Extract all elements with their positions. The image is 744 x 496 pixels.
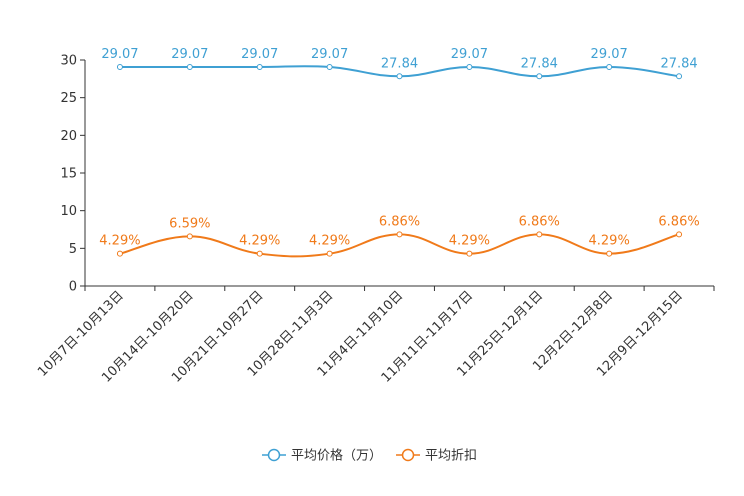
data-label: 6.86% [379, 214, 420, 229]
data-point[interactable] [256, 64, 263, 71]
data-label: 6.86% [519, 214, 560, 229]
data-label: 4.29% [239, 234, 280, 249]
data-point[interactable] [676, 73, 683, 80]
data-label: 27.84 [521, 56, 558, 71]
y-tick-label: 0 [69, 280, 77, 295]
y-tick-label: 25 [60, 91, 77, 106]
data-point[interactable] [676, 231, 683, 238]
data-point[interactable] [396, 73, 403, 80]
data-point[interactable] [326, 250, 333, 257]
data-point[interactable] [256, 250, 263, 257]
series-1: 29.07 29.07 29.07 29.07 27.84 29.07 27.84 29.07… [101, 47, 698, 80]
data-label: 4.29% [449, 234, 490, 249]
legend-item-2[interactable]: 平均折扣 [396, 449, 477, 464]
legend-circle-icon [267, 448, 281, 462]
data-point[interactable] [466, 250, 473, 257]
legend-item-1[interactable]: 平均价格（万） [262, 448, 382, 464]
data-point[interactable] [536, 73, 543, 80]
y-tick-label: 30 [60, 54, 77, 69]
legend-label: 平均折扣 [425, 449, 477, 464]
data-label: 4.29% [309, 234, 350, 249]
axes: 05101520253010月7日-10月13日10月14日-10月20日10月… [35, 54, 715, 386]
data-point[interactable] [536, 231, 543, 238]
data-label: 29.07 [591, 47, 628, 62]
data-label: 29.07 [171, 47, 208, 62]
data-label: 27.84 [660, 56, 697, 71]
y-tick-label: 20 [60, 129, 77, 144]
data-label: 4.29% [99, 234, 140, 249]
data-label: 29.07 [241, 47, 278, 62]
data-point[interactable] [326, 64, 333, 71]
data-point[interactable] [186, 64, 193, 71]
data-point[interactable] [116, 250, 123, 257]
series-layer: 29.07 29.07 29.07 29.07 27.84 29.07 27.84 29.07… [99, 47, 700, 258]
y-tick-label: 15 [60, 167, 77, 182]
legend-circle-icon [401, 448, 415, 462]
legend[interactable]: 平均价格（万） 平均折扣 [262, 448, 477, 464]
data-label: 6.59% [169, 216, 210, 231]
data-point[interactable] [396, 231, 403, 238]
data-label: 4.29% [589, 234, 630, 249]
y-tick-label: 10 [60, 204, 77, 219]
series-2: 4.29% 6.59% 4.29% 4.29% 6.86% 4.29% 6.86% 4.29%… [99, 214, 700, 258]
data-point[interactable] [186, 233, 193, 240]
data-label: 29.07 [451, 47, 488, 62]
data-point[interactable] [606, 64, 613, 71]
y-tick-label: 5 [69, 242, 77, 257]
data-label: 29.07 [101, 47, 138, 62]
data-point[interactable] [116, 64, 123, 71]
data-label: 27.84 [381, 56, 418, 71]
data-point[interactable] [606, 250, 613, 257]
data-point[interactable] [466, 64, 473, 71]
data-label: 6.86% [658, 214, 699, 229]
legend-label: 平均价格（万） [291, 448, 382, 464]
data-label: 29.07 [311, 47, 348, 62]
